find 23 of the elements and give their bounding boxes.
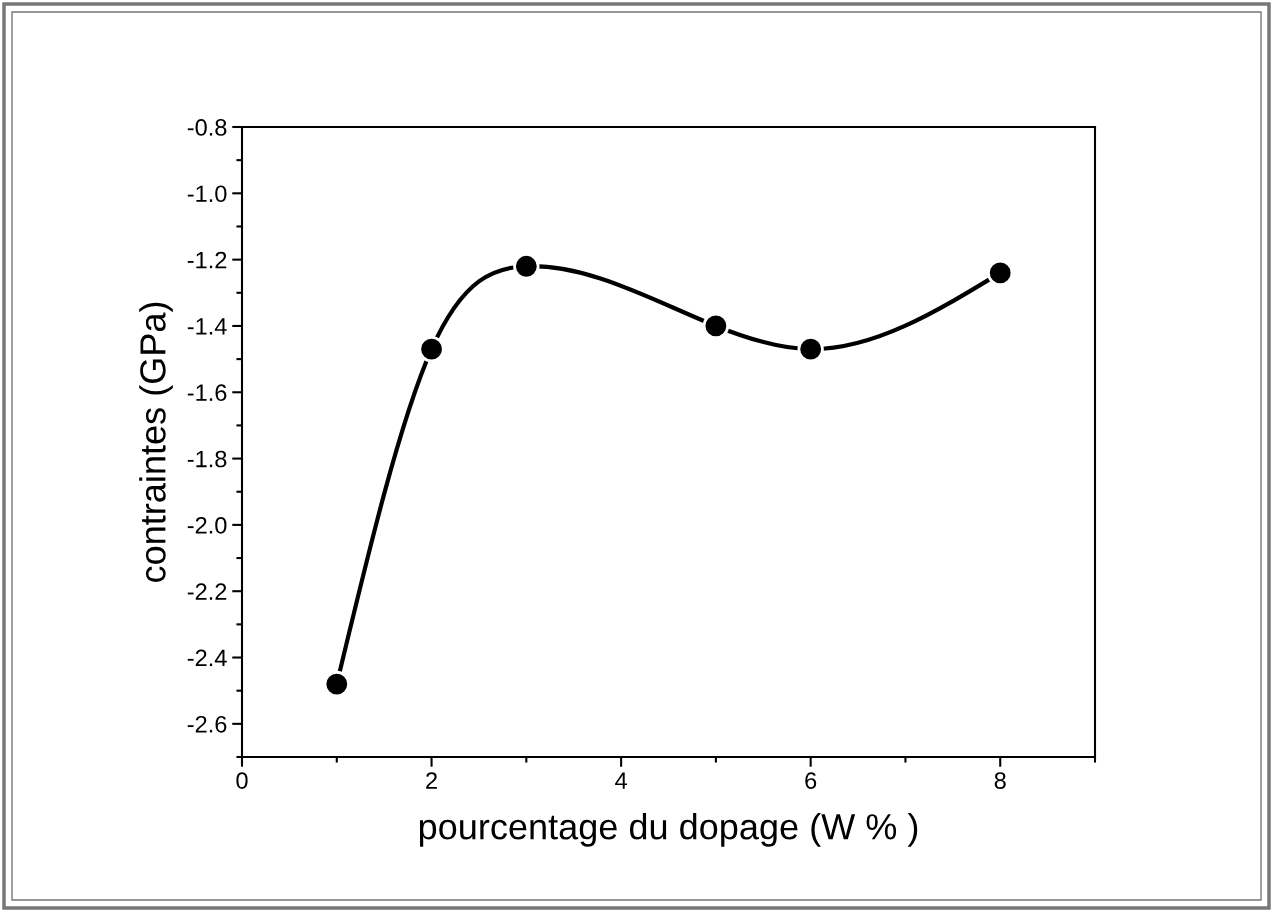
y-tick-label: -1.0 [187,185,227,203]
y-axis-title: contraintes (GPa) [139,302,173,582]
point [702,312,730,340]
y-tick-label: -2.2 [187,583,227,600]
y-tick-label: -1.4 [187,318,227,335]
y-tick-label: -0.8 [187,119,227,136]
y-tick-label: -2.6 [187,715,227,733]
x-axis-title: pourcentage du dopage (W % ) [419,813,918,847]
x-tick-label: 8 [994,772,1006,789]
y-tick-label: -2.0 [187,516,227,534]
x-tick-label: 2 [426,772,437,789]
point [513,253,540,280]
y-tick-label: -1.8 [187,450,227,468]
y-tick-label: -2.4 [187,649,227,667]
point [418,335,445,363]
point [987,259,1014,287]
point [797,335,824,363]
y-tick-label: -1.2 [187,251,227,269]
x-tick-label: 6 [805,772,817,789]
x-tick-label: 4 [615,772,627,789]
y-tick-label: -1.6 [187,384,227,402]
x-tick-label: 0 [236,772,248,789]
point [323,670,350,698]
